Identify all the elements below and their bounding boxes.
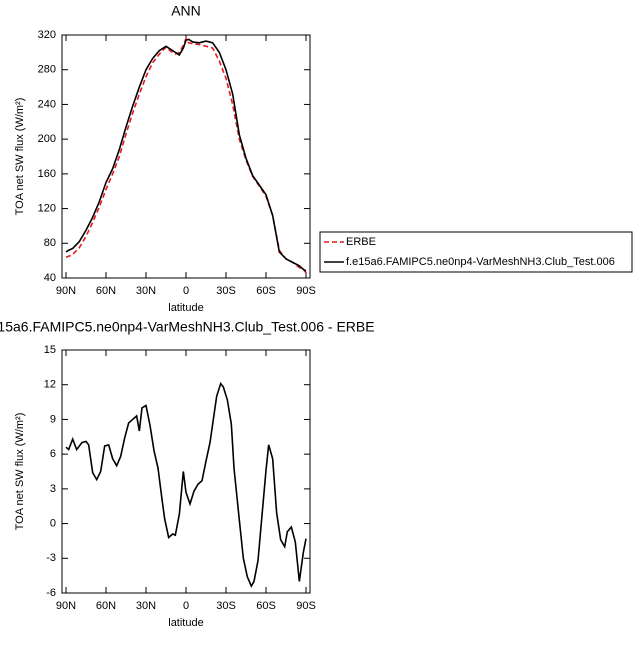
plot-frame bbox=[61, 349, 311, 594]
y-axis-label: TOA net SW flux (W/m²) bbox=[14, 413, 26, 531]
x-tick-label: 30S bbox=[216, 285, 236, 297]
x-tick-label: 0 bbox=[183, 285, 189, 297]
y-tick-label: 40 bbox=[44, 272, 56, 284]
y-tick-label: 160 bbox=[38, 168, 56, 180]
y-tick-label: 240 bbox=[38, 98, 56, 110]
y-tick-label: 320 bbox=[38, 29, 56, 41]
y-tick-label: 80 bbox=[44, 237, 56, 249]
y-tick-label: -6 bbox=[46, 587, 56, 599]
y-tick-label: 3 bbox=[50, 483, 56, 495]
x-tick-label: 30N bbox=[136, 285, 156, 297]
legend-box bbox=[319, 231, 633, 273]
x-tick-label: 30N bbox=[136, 600, 156, 612]
y-tick-label: -3 bbox=[46, 552, 56, 564]
legend-label: ERBE bbox=[346, 236, 376, 248]
chart-title: ANN bbox=[171, 3, 201, 19]
y-tick-label: 15 bbox=[44, 344, 56, 356]
y-tick-label: 120 bbox=[38, 202, 56, 214]
y-tick-label: 280 bbox=[38, 64, 56, 76]
y-tick-label: 200 bbox=[38, 133, 56, 145]
x-tick-label: 30S bbox=[216, 600, 236, 612]
x-axis-label: latitude bbox=[168, 302, 203, 314]
x-tick-label: 90N bbox=[56, 285, 76, 297]
y-axis-label: TOA net SW flux (W/m²) bbox=[14, 98, 26, 216]
data-line bbox=[65, 38, 307, 272]
data-line bbox=[65, 381, 307, 588]
x-tick-label: 60N bbox=[96, 600, 116, 612]
data-line bbox=[65, 36, 307, 274]
x-tick-label: 60S bbox=[256, 285, 276, 297]
x-tick-label: 0 bbox=[183, 600, 189, 612]
y-tick-label: 12 bbox=[44, 379, 56, 391]
x-tick-label: 90S bbox=[296, 600, 316, 612]
x-tick-label: 90N bbox=[56, 600, 76, 612]
chart-title: 15a6.FAMIPC5.ne0np4-VarMeshNH3.Club_Test… bbox=[0, 319, 375, 335]
x-axis-label: latitude bbox=[168, 617, 203, 629]
legend-label: f.e15a6.FAMIPC5.ne0np4-VarMeshNH3.Club_T… bbox=[346, 256, 615, 268]
y-tick-label: 6 bbox=[50, 448, 56, 460]
x-tick-label: 60S bbox=[256, 600, 276, 612]
y-tick-label: 9 bbox=[50, 413, 56, 425]
y-tick-label: 0 bbox=[50, 517, 56, 529]
x-tick-label: 60N bbox=[96, 285, 116, 297]
x-tick-label: 90S bbox=[296, 285, 316, 297]
plot-frame bbox=[61, 34, 311, 279]
